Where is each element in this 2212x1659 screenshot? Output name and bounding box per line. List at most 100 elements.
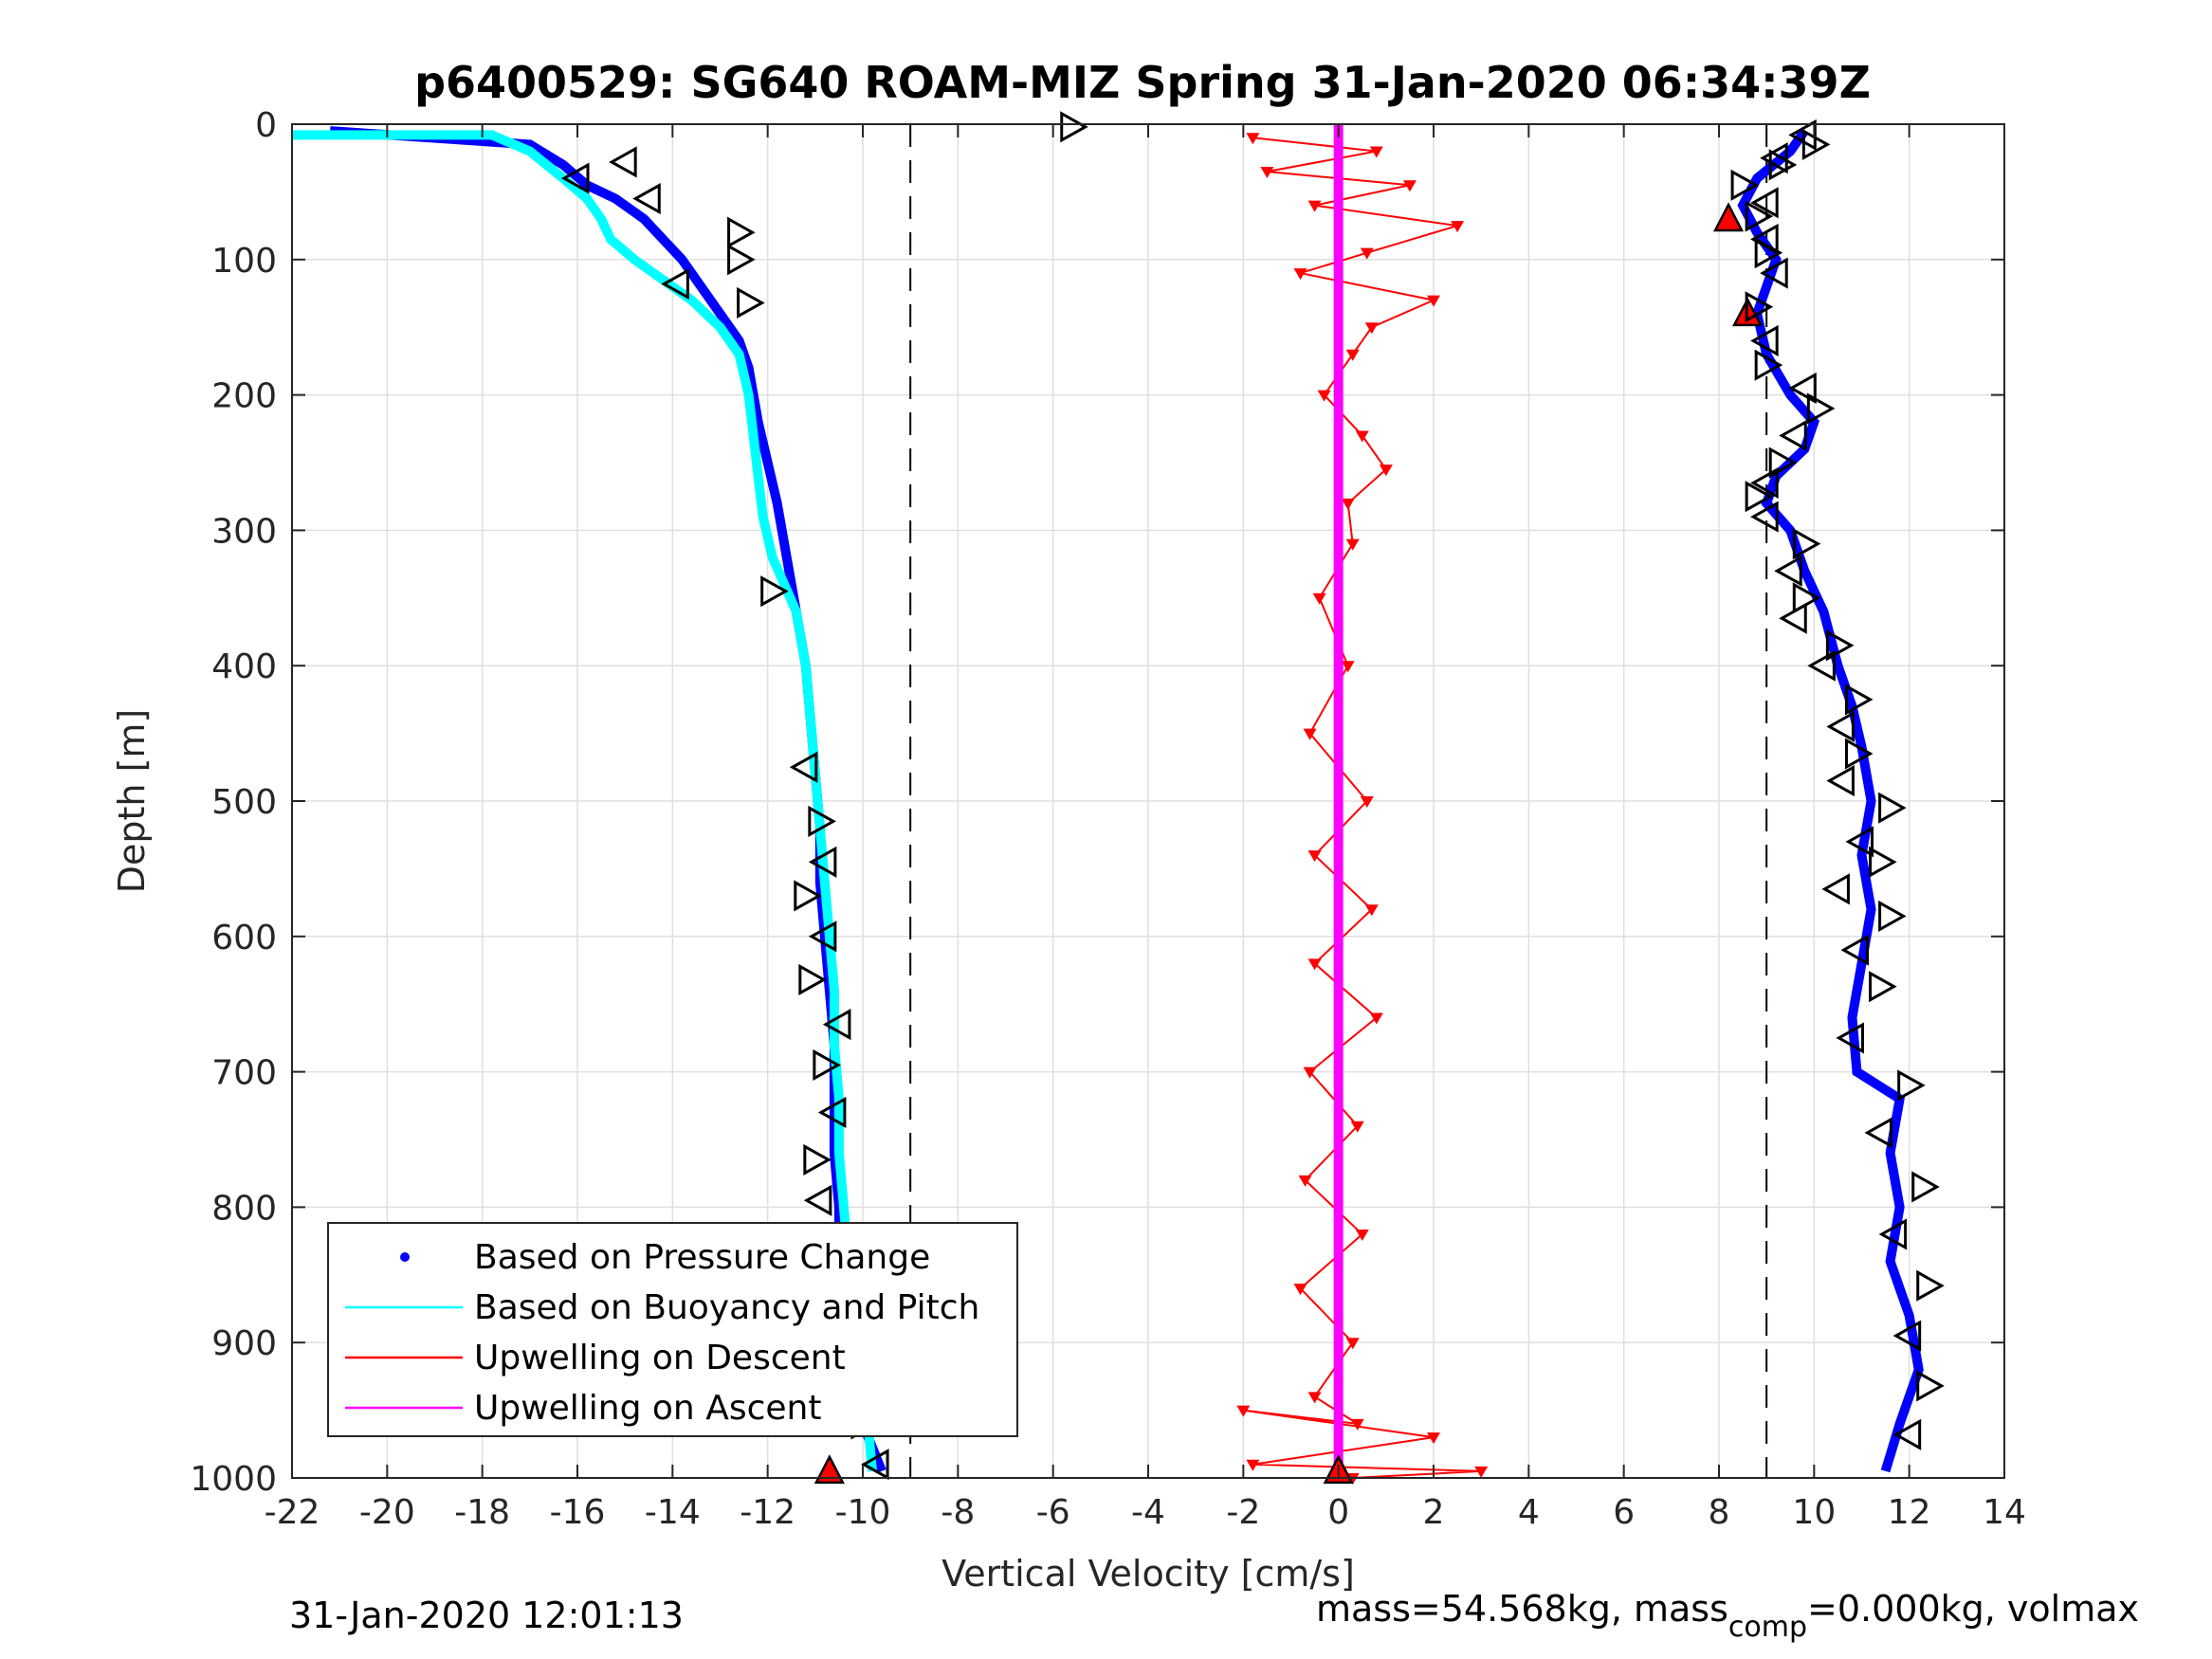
legend-entries: Based on Pressure Change Based on Buoyanc… [345, 1238, 979, 1428]
event-triangle-left [661, 267, 689, 301]
event-triangle-left [808, 921, 837, 953]
descent-point [1369, 146, 1383, 158]
y-tick-label: 200 [211, 377, 277, 416]
footer-mass-main: mass=54.568kg, mass [1316, 1588, 1728, 1630]
event-triangle-left [1826, 765, 1855, 797]
x-tick-label: -2 [1226, 1493, 1260, 1532]
footer-mass-subscript: comp [1728, 1611, 1807, 1644]
legend-box [327, 1222, 1018, 1437]
data-series [292, 124, 1924, 1485]
descent-point [1236, 1405, 1251, 1417]
x-tick-label: 14 [1983, 1493, 2026, 1532]
event-triangle-left [803, 1184, 832, 1216]
event-triangle-right [1806, 392, 1836, 425]
descent-point [1293, 268, 1307, 281]
legend-entry: Based on Pressure Change [400, 1238, 930, 1277]
event-triangle-left [1840, 934, 1869, 966]
event-triangle-right [1869, 846, 1897, 878]
descent-point [1345, 1338, 1360, 1350]
legend-entry: Upwelling on Descent [345, 1339, 846, 1377]
event-triangle-left [1821, 873, 1850, 905]
event-triangle-right [1768, 149, 1798, 181]
descent-point [1355, 1229, 1369, 1241]
event-triangle-left [1750, 187, 1779, 219]
event-triangle-left [1774, 555, 1802, 587]
x-tick-label: -4 [1131, 1493, 1165, 1532]
event-triangle-left [632, 182, 661, 215]
x-tick-label: 12 [1888, 1493, 1931, 1532]
descent-point [1474, 1466, 1489, 1478]
descent-point [1364, 904, 1379, 917]
series-3 [1236, 133, 1489, 1485]
event-triangle-right [727, 216, 756, 248]
descent-point [1350, 1121, 1364, 1133]
event-triangle-right [1844, 684, 1874, 716]
event-triangle-right [1792, 528, 1821, 560]
event-triangle-right [1768, 447, 1798, 479]
event-triangle-left [808, 846, 837, 878]
legend-label: Based on Pressure Change [474, 1238, 930, 1277]
descent-point [1246, 133, 1260, 145]
y-tick-label: 800 [211, 1189, 277, 1228]
legend-entry: Upwelling on Ascent [345, 1389, 821, 1428]
descent-point [1307, 200, 1322, 212]
descent-point [1293, 1284, 1307, 1296]
descent-point [1303, 1066, 1317, 1079]
event-triangle-left [1845, 826, 1874, 858]
event-triangle-left [1892, 1320, 1922, 1352]
legend-label: Upwelling on Descent [474, 1339, 846, 1377]
event-triangle-right [813, 1048, 841, 1082]
event-triangle-left [860, 1449, 889, 1481]
event-triangle-right [1897, 1069, 1926, 1102]
event-triangle-right [808, 805, 836, 837]
x-tick-label: 2 [1423, 1493, 1445, 1532]
event-triangle-left [1750, 324, 1779, 357]
event-triangle-left [1788, 372, 1817, 405]
x-tick-label: -22 [265, 1493, 320, 1532]
event-triangle-left [1807, 649, 1836, 682]
legend-entry: Based on Buoyancy and Pitch [345, 1288, 979, 1327]
event-triangle-right [737, 286, 765, 319]
descent-point [1341, 498, 1355, 510]
descent-point [1360, 247, 1374, 260]
x-tick-label: 10 [1792, 1493, 1836, 1532]
event-triangle-left [822, 1009, 851, 1041]
y-tick-label: 100 [211, 242, 277, 281]
x-axis-ticks: -22 -20 -18 -16 -14 -12 -10 -8 -6 -4 -2 0 2 4 6 8 10 12 14 [265, 124, 2026, 1532]
x-tick-label: -18 [454, 1493, 510, 1532]
event-triangle-right [1916, 1370, 1945, 1402]
event-triangle-left [1826, 710, 1855, 743]
descent-point [1246, 1459, 1260, 1471]
legend: Based on Pressure Change Based on Buoyanc… [327, 1222, 1018, 1437]
event-triangle-right [1911, 1171, 1940, 1203]
y-tick-label: 600 [211, 919, 277, 957]
descent-point [1307, 958, 1322, 971]
event-triangle-left [817, 1096, 847, 1128]
legend-swatch-dot [400, 1252, 410, 1262]
descent-point [1350, 1418, 1364, 1431]
descent-point [1427, 295, 1440, 307]
event-triangle-right [1844, 738, 1874, 770]
event-triangle-right [794, 880, 822, 912]
chart-title: p6400529: SG640 ROAM-MIZ Spring 31-Jan-2… [414, 57, 1871, 108]
descent-point [1369, 1012, 1383, 1025]
event-triangle-right [1060, 111, 1088, 143]
x-axis-label: Vertical Velocity [cm/s] [941, 1553, 1355, 1595]
descent-point [1307, 850, 1322, 863]
event-triangle-left [789, 751, 818, 783]
footer-timestamp: 31-Jan-2020 12:01:13 [289, 1595, 684, 1636]
event-triangle-right [727, 244, 756, 276]
descent-point [1260, 166, 1274, 178]
event-triangle-left [1864, 1117, 1893, 1149]
event-triangle-left [1779, 602, 1807, 634]
footer-mass-info: mass=54.568kg, masscomp=0.000kg, volmax [1316, 1588, 2139, 1644]
event-triangle-right [1878, 792, 1907, 824]
event-triangle-right [803, 1143, 832, 1176]
descent-point [1355, 430, 1369, 443]
descent-point [1312, 592, 1326, 605]
event-triangle-right [1754, 237, 1783, 269]
descent-point [1364, 322, 1379, 335]
descent-point [1303, 728, 1317, 740]
event-triangle-left [1760, 257, 1788, 289]
